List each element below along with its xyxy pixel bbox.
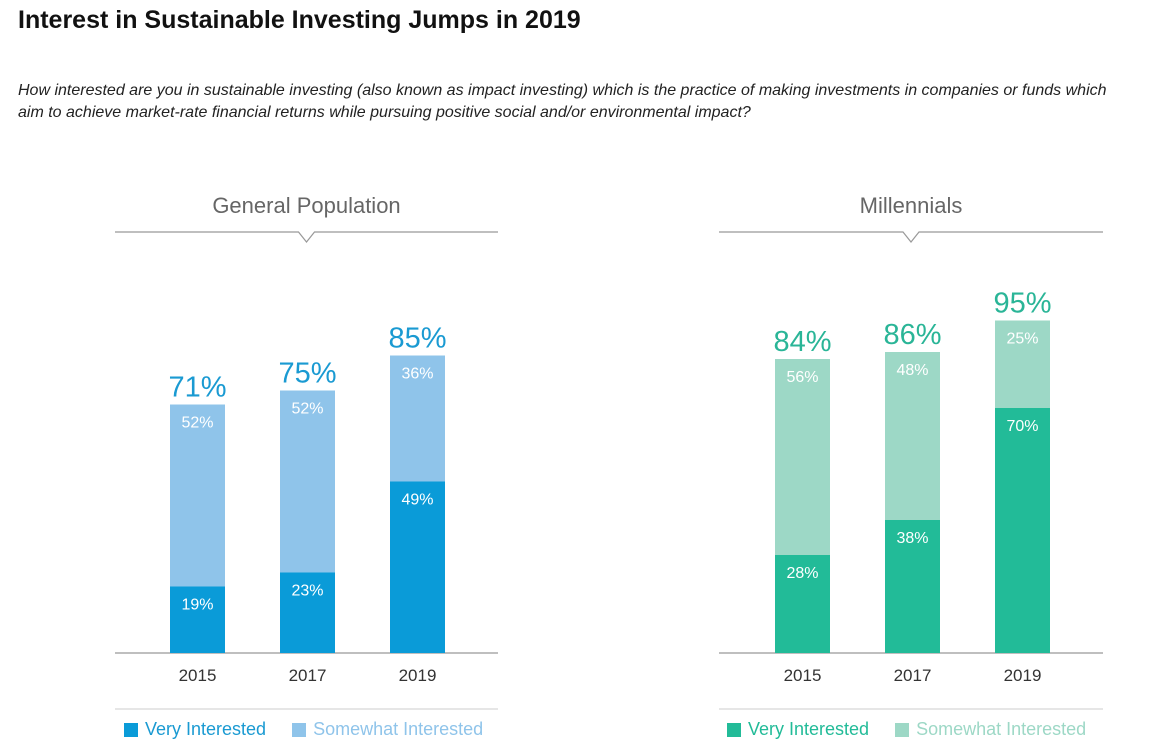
data-label-somewhat-interested-2017: 48% (896, 362, 928, 379)
total-label-2015: 84% (773, 326, 831, 358)
x-tick-label-2015: 2015 (179, 666, 217, 685)
x-tick-label-2019: 2019 (1004, 666, 1042, 685)
bar-very-interested-2019 (995, 408, 1050, 653)
x-tick-label-2017: 2017 (289, 666, 327, 685)
total-label-2015: 71% (168, 372, 226, 404)
x-tick-label-2015: 2015 (784, 666, 822, 685)
legend-item-very-interested: Very Interested (124, 719, 266, 740)
legend-item-somewhat-interested: Somewhat Interested (292, 719, 483, 740)
data-label-very-interested-2019: 49% (401, 492, 433, 509)
legend-swatch-very-interested (124, 722, 138, 737)
bar-very-interested-2017 (885, 520, 940, 653)
data-label-somewhat-interested-2015: 52% (181, 415, 213, 432)
legend-label-somewhat-interested: Somewhat Interested (916, 719, 1087, 739)
legend-swatch-very-interested (727, 722, 741, 737)
data-label-somewhat-interested-2017: 52% (291, 401, 323, 418)
bar-very-interested-2017 (280, 572, 335, 653)
data-label-very-interested-2015: 19% (181, 597, 213, 614)
bar-somewhat-interested-2015 (170, 404, 225, 587)
data-label-very-interested-2017: 23% (291, 583, 323, 600)
panel-header-rule-millennials (719, 231, 1103, 243)
bar-somewhat-interested-2019 (995, 320, 1050, 408)
legend-label-very-interested: Very Interested (748, 719, 870, 739)
panel-header-rule-general-population (115, 231, 498, 243)
x-tick-label-2017: 2017 (894, 666, 932, 685)
data-label-very-interested-2019: 70% (1006, 418, 1038, 435)
legend-general-population: Very Interested Somewhat Interested (124, 719, 509, 740)
panel-title-general-population: General Population (212, 193, 400, 218)
total-label-2019: 95% (993, 288, 1051, 320)
data-label-very-interested-2017: 38% (896, 530, 928, 547)
data-label-somewhat-interested-2019: 25% (1006, 331, 1038, 348)
bar-very-interested-2015 (775, 555, 830, 653)
bar-very-interested-2019 (390, 481, 445, 653)
legend-millennials: Very Interested Somewhat Interested (727, 719, 1112, 740)
panel-title-millennials: Millennials (860, 193, 963, 218)
legend-item-somewhat-interested: Somewhat Interested (895, 719, 1086, 740)
chart-subtitle: How interested are you in sustainable in… (18, 82, 1107, 121)
bar-somewhat-interested-2019 (390, 355, 445, 482)
data-label-somewhat-interested-2015: 56% (786, 369, 818, 386)
total-label-2017: 75% (278, 358, 336, 390)
data-label-somewhat-interested-2019: 36% (401, 366, 433, 383)
legend-label-somewhat-interested: Somewhat Interested (313, 719, 484, 739)
legend-swatch-somewhat-interested (895, 722, 910, 737)
chart-title: Interest in Sustainable Investing Jumps … (18, 6, 581, 34)
bar-somewhat-interested-2017 (280, 390, 335, 573)
bar-very-interested-2015 (170, 586, 225, 653)
data-label-very-interested-2015: 28% (786, 565, 818, 582)
bar-somewhat-interested-2015 (775, 359, 830, 555)
total-label-2019: 85% (388, 323, 446, 355)
legend-swatch-somewhat-interested (292, 722, 307, 737)
bar-somewhat-interested-2017 (885, 352, 940, 520)
total-label-2017: 86% (883, 319, 941, 351)
legend-label-very-interested: Very Interested (145, 719, 267, 739)
x-tick-label-2019: 2019 (399, 666, 437, 685)
legend-item-very-interested: Very Interested (727, 719, 869, 740)
